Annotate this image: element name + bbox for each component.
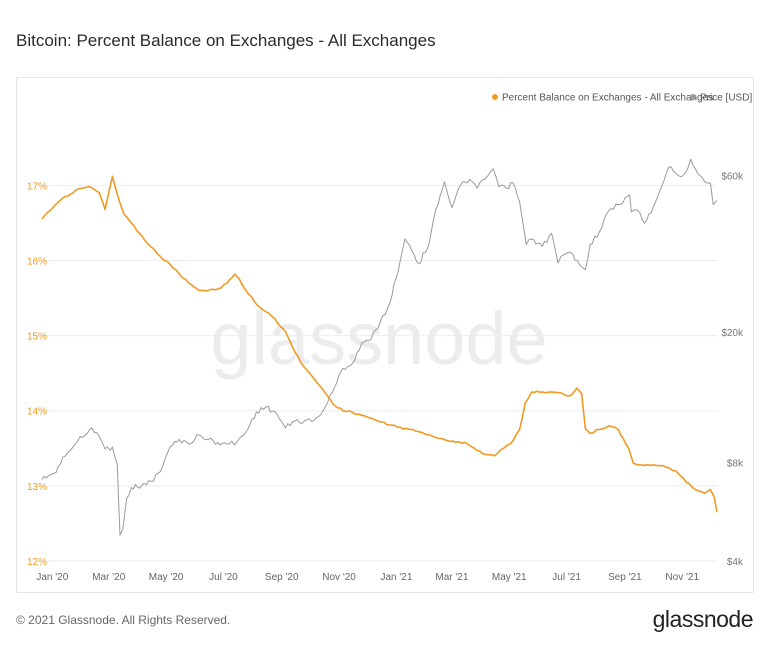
x-axis-tick-label: Jan '20	[36, 572, 68, 583]
x-axis-tick-label: Mar '21	[435, 572, 468, 583]
left-axis-tick-label: 12%	[27, 557, 47, 568]
x-axis-tick-label: Jul '21	[552, 572, 581, 583]
legend-label-price[interactable]: Price [USD]	[700, 93, 752, 104]
x-axis-tick-label: May '20	[149, 572, 184, 583]
x-axis-tick-label: Sep '20	[265, 572, 299, 583]
right-axis-tick-label: $60k	[721, 172, 744, 183]
copyright-text: © 2021 Glassnode. All Rights Reserved.	[16, 613, 231, 627]
watermark-text: glassnode	[210, 297, 547, 380]
series-line-price	[41, 158, 718, 536]
right-axis-tick-label: $4k	[727, 557, 744, 568]
x-axis-tick-label: Jan '21	[380, 572, 412, 583]
x-axis-tick-label: Nov '21	[665, 572, 699, 583]
series-line-balance	[41, 175, 718, 513]
chart-svg: glassnode 12% 13% 14% 15% 16% 17% $4k $8k $20k $6…	[27, 93, 752, 584]
legend-label-balance[interactable]: Percent Balance on Exchanges - All Excha…	[502, 93, 713, 104]
legend-marker-balance	[492, 94, 498, 100]
right-axis-tick-label: $8k	[727, 458, 744, 469]
x-axis-tick-label: May '21	[492, 572, 527, 583]
x-axis-tick-label: Sep '21	[608, 572, 642, 583]
right-axis-tick-label: $20k	[721, 328, 744, 339]
left-axis-tick-label: 17%	[27, 181, 47, 192]
chart-panel: glassnode 12% 13% 14% 15% 16% 17% $4k $8k $20k $6…	[16, 77, 754, 593]
x-axis-tick-label: Nov '20	[322, 572, 356, 583]
left-axis-tick-label: 15%	[27, 332, 47, 343]
left-axis-tick-label: 13%	[27, 482, 47, 493]
left-axis-tick-label: 16%	[27, 256, 47, 267]
glassnode-logo[interactable]: glassnode	[652, 606, 754, 632]
chart-title: Bitcoin: Percent Balance on Exchanges - …	[16, 31, 436, 50]
x-axis-tick-label: Jul '20	[209, 572, 238, 583]
x-axis-tick-label: Mar '20	[92, 572, 125, 583]
legend-marker-price	[690, 94, 696, 100]
left-axis-tick-label: 14%	[27, 407, 47, 418]
